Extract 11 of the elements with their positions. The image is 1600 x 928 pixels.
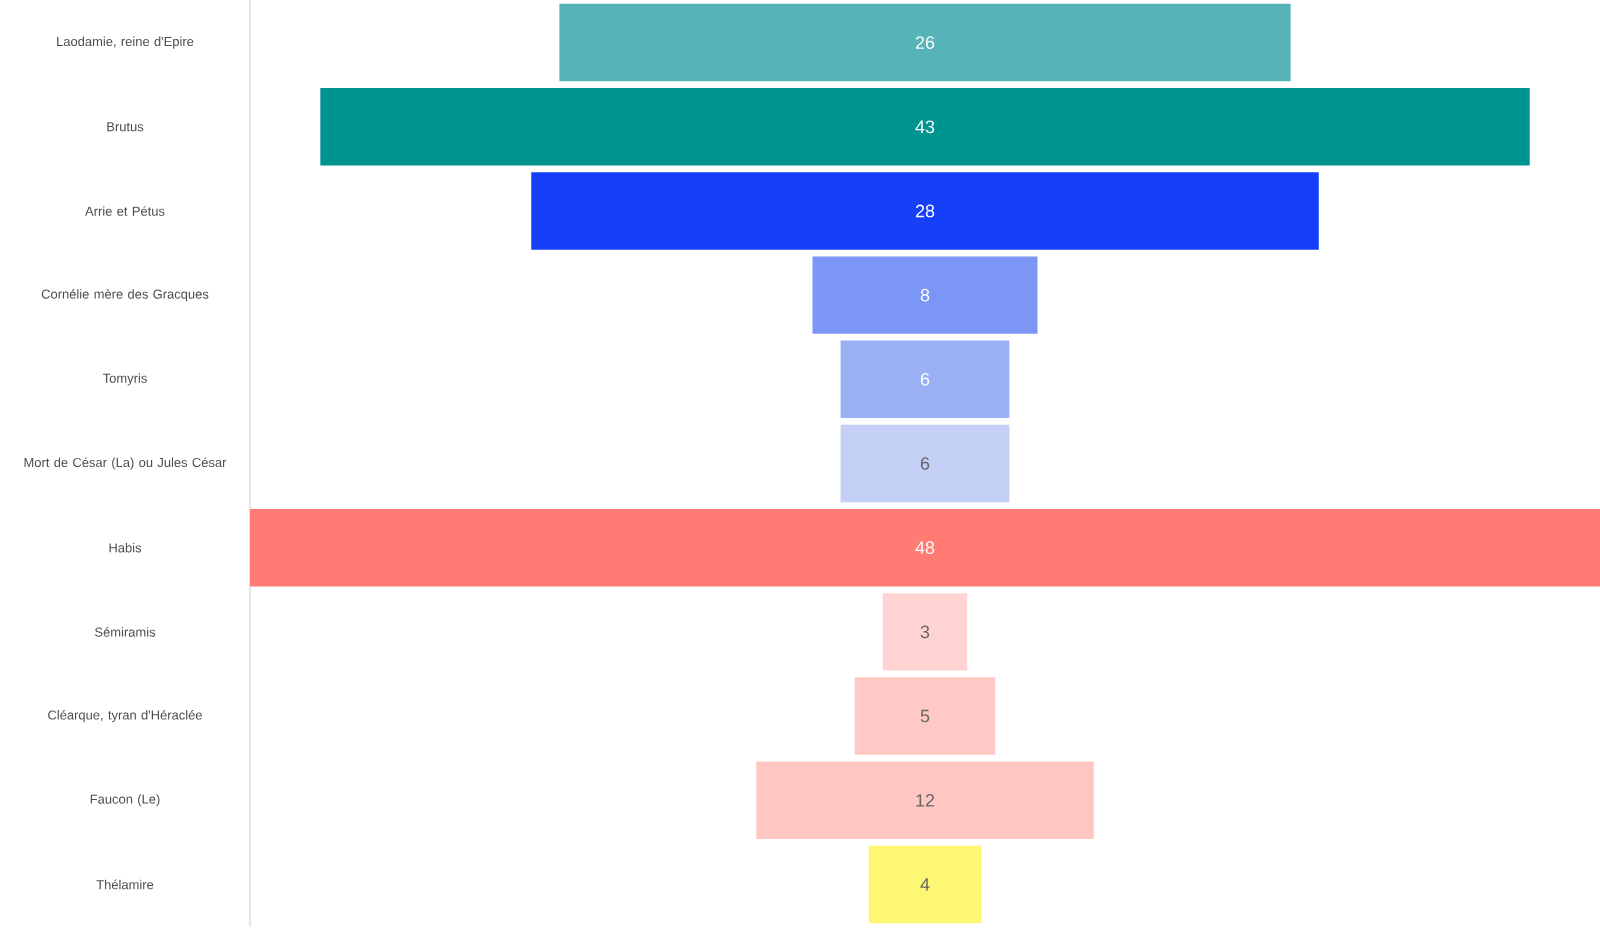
data-label: 3 — [920, 626, 930, 639]
data-label: 48 — [915, 541, 935, 555]
data-label: 26 — [915, 36, 935, 50]
data-label: 5 — [920, 710, 930, 723]
data-label: 4 — [920, 878, 930, 892]
data-label: 6 — [920, 373, 930, 387]
data-label: 28 — [915, 205, 935, 218]
data-label: 43 — [915, 120, 935, 134]
data-label: 8 — [920, 289, 930, 302]
data-label: 12 — [916, 794, 935, 807]
data-label: 6 — [920, 457, 930, 471]
